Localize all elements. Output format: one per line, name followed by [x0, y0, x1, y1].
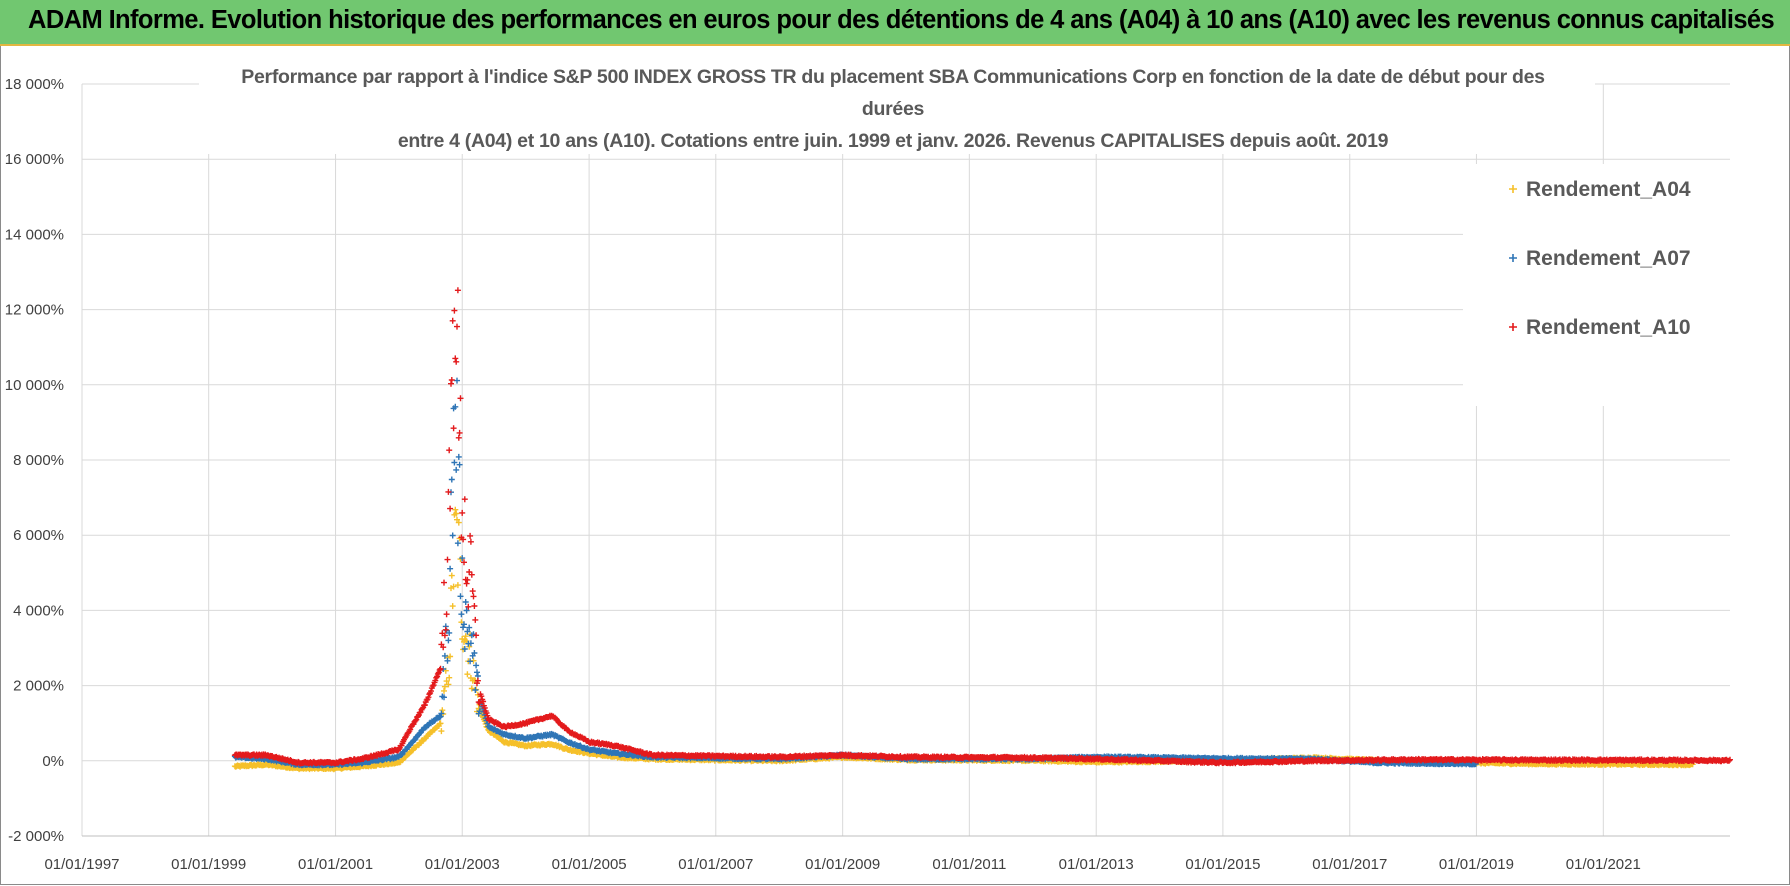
banner-title: ADAM Informe. Evolution historique des p… — [28, 6, 1775, 34]
x-tick-label: 01/01/2015 — [1185, 856, 1260, 873]
y-tick-label: 4 000% — [13, 602, 64, 619]
legend-marker-a04 — [1509, 185, 1517, 193]
y-tick-label: 2 000% — [13, 678, 64, 695]
y-tick-label: 10 000% — [5, 377, 64, 394]
legend-item-a10: Rendement_A10 — [1509, 316, 1691, 339]
report-banner: ADAM Informe. Evolution historique des p… — [0, 0, 1790, 46]
y-axis-tick-labels: -2 000% 0% 2 000% 4 000% 6 000% 8 000% 10 000%… — [5, 76, 64, 845]
legend-item-a04: Rendement_A04 — [1509, 178, 1691, 201]
x-tick-label: 01/01/2005 — [552, 856, 627, 873]
y-tick-label: 14 000% — [5, 226, 64, 243]
x-tick-label: 01/01/2017 — [1312, 856, 1387, 873]
y-tick-label: 0% — [42, 753, 64, 770]
x-tick-label: 01/01/1999 — [171, 856, 246, 873]
legend: Rendement_A04 Rendement_A07 Rendement_A1… — [1463, 164, 1731, 406]
y-tick-label: 18 000% — [5, 76, 64, 93]
chart-title-block: Performance par rapport à l'indice S&P 5… — [199, 54, 1595, 154]
data-points — [231, 287, 1733, 773]
scatter-chart: -2 000% 0% 2 000% 4 000% 6 000% 8 000% 10 000%… — [5, 54, 1733, 873]
x-tick-label: 01/01/2013 — [1059, 856, 1134, 873]
x-tick-label: 01/01/2007 — [678, 856, 753, 873]
y-tick-label: 12 000% — [5, 302, 64, 319]
x-tick-label: 01/01/2001 — [298, 856, 373, 873]
y-tick-label: 16 000% — [5, 151, 64, 168]
x-tick-label: 01/01/2019 — [1439, 856, 1514, 873]
chart-title-line-3: entre 4 (A04) et 10 ans (A10). Cotations… — [398, 130, 1389, 152]
legend-item-a07: Rendement_A07 — [1509, 247, 1691, 270]
y-tick-label: -2 000% — [8, 828, 64, 845]
legend-marker-a07 — [1509, 254, 1517, 262]
legend-marker-a10 — [1509, 323, 1517, 331]
x-tick-label: 01/01/1997 — [44, 856, 119, 873]
chart-title-line-1: Performance par rapport à l'indice S&P 5… — [241, 66, 1545, 88]
x-axis-tick-labels: 01/01/1997 01/01/1999 01/01/2001 01/01/2003… — [44, 856, 1640, 873]
x-tick-label: 01/01/2003 — [425, 856, 500, 873]
series-points-rendement-a10 — [231, 287, 1733, 767]
legend-label-a04: Rendement_A04 — [1526, 178, 1691, 201]
legend-label-a10: Rendement_A10 — [1526, 316, 1691, 339]
legend-label-a07: Rendement_A07 — [1526, 247, 1691, 270]
x-tick-label: 01/01/2011 — [932, 856, 1006, 873]
y-tick-label: 6 000% — [13, 527, 64, 544]
chart-title-line-2: durées — [862, 98, 925, 120]
x-tick-label: 01/01/2021 — [1566, 856, 1641, 873]
x-tick-label: 01/01/2009 — [805, 856, 880, 873]
y-tick-label: 8 000% — [13, 452, 64, 469]
chart-frame: -2 000% 0% 2 000% 4 000% 6 000% 8 000% 10 000%… — [0, 46, 1790, 885]
